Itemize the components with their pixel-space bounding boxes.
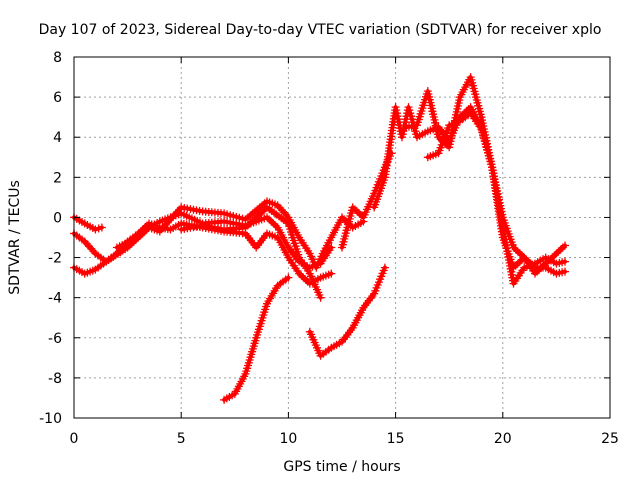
series-markers (112, 197, 368, 272)
series-layer (70, 73, 569, 404)
series-track-f (220, 273, 293, 404)
y-tick-label: 0 (53, 210, 62, 226)
chart-title: Day 107 of 2023, Sidereal Day-to-day VTE… (39, 22, 602, 38)
series-track-g (305, 263, 389, 360)
series-track-i (370, 103, 569, 278)
plot-frame (73, 56, 611, 419)
series-markers (177, 203, 325, 302)
series-markers (370, 103, 569, 278)
series-track-d (112, 197, 368, 272)
x-tick-label: 5 (177, 431, 186, 447)
x-axis-label: GPS time / hours (283, 459, 400, 475)
x-tick-label: 0 (70, 431, 79, 447)
y-tick-label: 8 (53, 50, 62, 66)
x-tick-label: 10 (279, 431, 297, 447)
x-tick-label: 20 (494, 431, 512, 447)
series-track-k (423, 109, 569, 278)
grid-layer (74, 57, 610, 418)
y-tick-label: -2 (48, 251, 62, 267)
y-tick-label: -10 (39, 411, 62, 427)
y-tick-label: 6 (53, 90, 62, 106)
series-track-a (70, 213, 106, 234)
series-markers (220, 273, 293, 404)
x-tick-label: 15 (387, 431, 405, 447)
y-tick-label: -4 (48, 291, 62, 307)
series-markers (402, 73, 569, 288)
series-markers (423, 109, 569, 278)
y-tick-label: 2 (53, 170, 62, 186)
y-tick-label: -8 (48, 371, 62, 387)
series-track-e (177, 203, 325, 302)
series-markers (305, 263, 389, 360)
y-tick-label: 4 (53, 130, 62, 146)
x-tick-label: 25 (601, 431, 619, 447)
y-tick-label: -6 (48, 331, 62, 347)
tick-layer: 0 5 10 15 20 25 -10 -8 -6 -4 -2 0 2 4 6 8 (39, 50, 619, 447)
series-track-j (402, 73, 569, 288)
y-axis-label: SDTVAR / TECUs (7, 180, 23, 295)
